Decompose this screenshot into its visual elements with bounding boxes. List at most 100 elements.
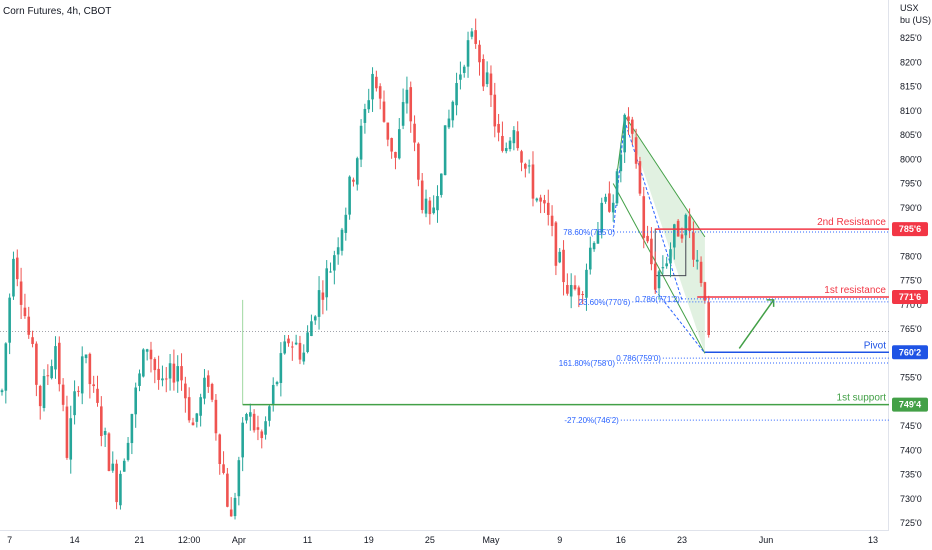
candle-body: [375, 76, 378, 89]
candle-body: [206, 375, 210, 387]
candle-body: [187, 397, 191, 421]
candle-body: [264, 421, 267, 435]
candle-body: [222, 464, 225, 473]
candle-body: [31, 337, 34, 344]
channel-lower-line: [612, 183, 706, 354]
candle-body: [61, 384, 65, 405]
time-tick-label: 9: [557, 535, 562, 545]
candle-body: [428, 200, 432, 215]
candle-body: [271, 384, 275, 404]
candle-body: [516, 131, 519, 149]
price-tag-label: 760'2: [899, 347, 921, 357]
projection-arrow-line: [738, 299, 775, 349]
candle-body: [524, 163, 527, 169]
candle-body: [210, 383, 214, 400]
candle-body: [275, 382, 279, 385]
candle-body: [4, 343, 8, 391]
candle-body: [15, 257, 19, 280]
candle-body: [279, 353, 283, 383]
candle-body: [103, 431, 107, 435]
candle-body: [493, 94, 497, 127]
candle-body: [611, 202, 615, 213]
candle-body: [134, 387, 137, 415]
price-tag-label: 749'4: [899, 400, 921, 410]
level-label: Pivot: [864, 340, 886, 351]
candle-body: [50, 366, 53, 379]
time-tick-label: Apr: [232, 535, 246, 545]
candle-body: [527, 165, 531, 167]
candle-body: [554, 222, 558, 266]
projection-arrow-head: [766, 299, 775, 307]
candle-body: [543, 200, 546, 204]
candle-body: [172, 363, 176, 383]
candle-body: [226, 473, 229, 507]
candle-body: [65, 406, 69, 458]
candle-body: [352, 179, 355, 182]
candle-body: [432, 207, 435, 214]
candle-body: [157, 368, 160, 380]
candle-body: [600, 202, 604, 233]
unit-label: bu (US): [900, 15, 931, 25]
candle-body: [96, 388, 99, 403]
price-axis-panel[interactable]: [889, 0, 932, 550]
candle-body: [126, 442, 130, 460]
fib-label: 0.786(759'0): [616, 354, 661, 363]
candle-body: [23, 307, 27, 317]
candle-body: [122, 460, 126, 472]
candle-body: [119, 473, 122, 506]
candle-body: [485, 72, 489, 85]
time-tick-label: 21: [135, 535, 145, 545]
price-tick-label: 780'0: [900, 251, 922, 261]
time-tick-label: 12:00: [178, 535, 201, 545]
candle-body: [184, 383, 187, 399]
candle-body: [191, 422, 195, 426]
candle-body: [665, 263, 668, 267]
candle-body: [577, 287, 581, 296]
price-tick-label: 775'0: [900, 276, 922, 286]
candle-body: [88, 353, 92, 385]
candle-body: [604, 196, 607, 202]
candle-body: [237, 460, 241, 497]
candle-body: [436, 196, 439, 211]
candle-body: [562, 249, 565, 283]
price-tick-label: 730'0: [900, 494, 922, 504]
candle-body: [241, 422, 244, 458]
candle-body: [699, 261, 703, 284]
candle-body: [386, 122, 390, 140]
candle-body: [566, 285, 569, 294]
candle-body: [268, 406, 271, 421]
candle-body: [367, 100, 371, 110]
candle-body: [329, 271, 332, 273]
fib-label: -27.20%(746'2): [564, 416, 619, 425]
candle-body: [405, 89, 409, 104]
price-tag-label: 785'6: [899, 224, 921, 234]
candle-body: [138, 373, 141, 386]
candle-body: [42, 376, 46, 409]
candle-body: [459, 74, 462, 80]
price-tick-label: 770'0: [900, 300, 922, 310]
candle-body: [321, 292, 325, 300]
candle-body: [107, 433, 111, 471]
candle-body: [340, 229, 344, 251]
candle-body: [46, 375, 50, 377]
candle-body: [550, 215, 554, 226]
price-tick-label: 820'0: [900, 57, 922, 67]
candle-body: [424, 198, 428, 214]
candle-body: [142, 349, 145, 377]
candle-body: [313, 316, 317, 321]
candle-body: [642, 196, 646, 238]
candle-body: [634, 137, 638, 164]
price-tick-label: 790'0: [900, 203, 922, 213]
candle-body: [413, 123, 416, 143]
price-tags-layer: 785'6 771'6 760'2 749'4: [892, 222, 928, 412]
time-axis: 7 14 21 12:00 Apr 11 19 25 May 9 16 23 Jun 13: [7, 535, 878, 545]
candle-body: [306, 332, 309, 352]
price-tag: [892, 222, 928, 237]
currency-label: USX: [900, 3, 919, 13]
candle-body: [631, 119, 634, 134]
candle-body: [283, 341, 286, 354]
candle-body: [539, 197, 542, 202]
price-tick-label: 810'0: [900, 106, 922, 116]
candle-body: [508, 140, 512, 150]
